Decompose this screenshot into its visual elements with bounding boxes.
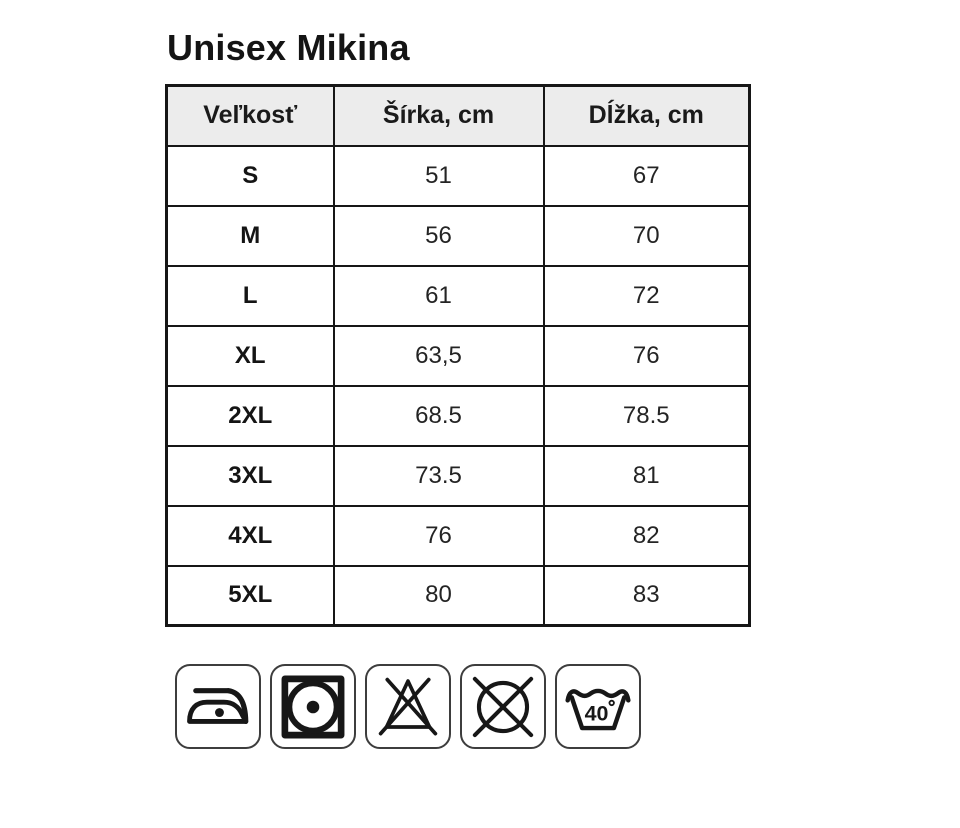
cell-width: 76 bbox=[332, 504, 545, 567]
cell-size: 4XL bbox=[165, 504, 335, 567]
cell-width: 51 bbox=[332, 144, 545, 207]
size-table: Veľkosť Šírka, cm Dĺžka, cm S 51 67 M 56… bbox=[165, 84, 751, 627]
table-row: S 51 67 bbox=[165, 144, 751, 207]
cell-size: 2XL bbox=[165, 384, 335, 447]
column-header-length: Dĺžka, cm bbox=[542, 84, 751, 147]
table-row: 4XL 76 82 bbox=[165, 504, 751, 567]
table-row: 2XL 68.5 78.5 bbox=[165, 384, 751, 447]
cell-length: 83 bbox=[542, 564, 751, 627]
cell-width: 63,5 bbox=[332, 324, 545, 387]
table-header-row: Veľkosť Šírka, cm Dĺžka, cm bbox=[165, 84, 751, 147]
cell-size: L bbox=[165, 264, 335, 327]
column-header-size: Veľkosť bbox=[165, 84, 335, 147]
cell-length: 72 bbox=[542, 264, 751, 327]
cell-size: 3XL bbox=[165, 444, 335, 507]
cell-size: XL bbox=[165, 324, 335, 387]
page-title: Unisex Mikina bbox=[167, 27, 410, 68]
column-header-width: Šírka, cm bbox=[332, 84, 545, 147]
tumble-dry-one-dot-icon bbox=[270, 664, 356, 749]
cell-length: 67 bbox=[542, 144, 751, 207]
wash-temperature-label: 40 bbox=[585, 701, 609, 725]
cell-size: M bbox=[165, 204, 335, 267]
table-row: XL 63,5 76 bbox=[165, 324, 751, 387]
table-row: 3XL 73.5 81 bbox=[165, 444, 751, 507]
cell-length: 70 bbox=[542, 204, 751, 267]
table-row: L 61 72 bbox=[165, 264, 751, 327]
cell-size: 5XL bbox=[165, 564, 335, 627]
table-row: 5XL 80 83 bbox=[165, 564, 751, 627]
do-not-bleach-icon bbox=[365, 664, 451, 749]
table-row: M 56 70 bbox=[165, 204, 751, 267]
cell-width: 73.5 bbox=[332, 444, 545, 507]
cell-width: 61 bbox=[332, 264, 545, 327]
cell-width: 68.5 bbox=[332, 384, 545, 447]
cell-length: 82 bbox=[542, 504, 751, 567]
cell-length: 76 bbox=[542, 324, 751, 387]
care-icons-row: 40 bbox=[175, 664, 641, 749]
cell-width: 80 bbox=[332, 564, 545, 627]
cell-length: 78.5 bbox=[542, 384, 751, 447]
cell-width: 56 bbox=[332, 204, 545, 267]
do-not-dry-clean-icon bbox=[460, 664, 546, 749]
iron-one-dot-icon bbox=[175, 664, 261, 749]
cell-size: S bbox=[165, 144, 335, 207]
cell-length: 81 bbox=[542, 444, 751, 507]
wash-40-degrees-icon: 40 bbox=[555, 664, 641, 749]
